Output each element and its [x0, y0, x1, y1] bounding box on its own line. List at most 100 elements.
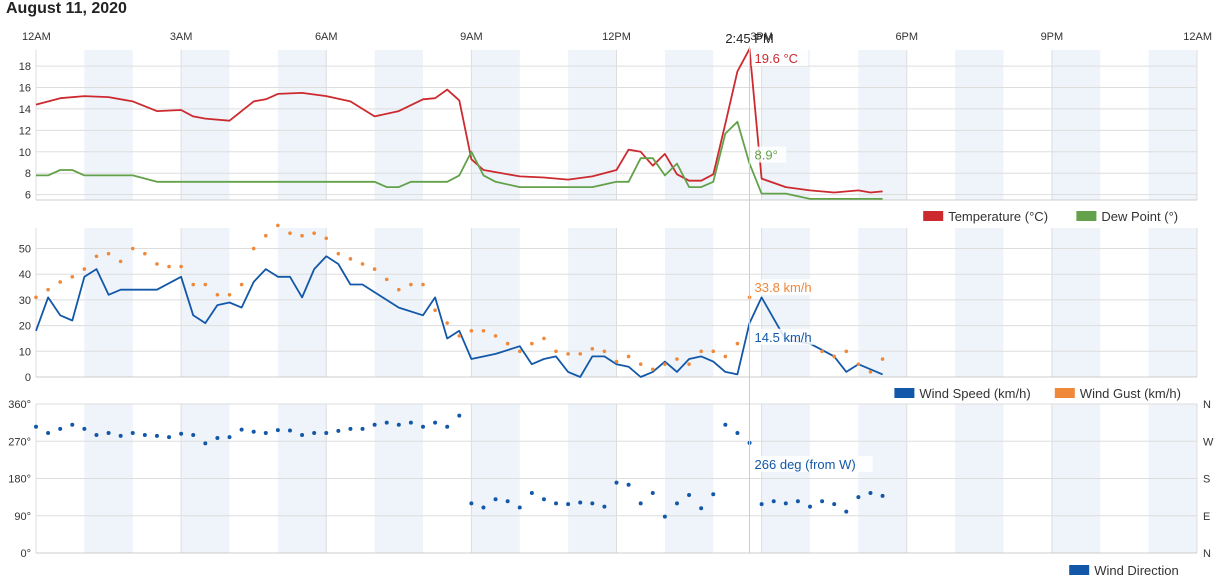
wind-gust-point[interactable]	[469, 328, 474, 333]
wind-direction-point[interactable]	[554, 501, 559, 506]
wind-gust-point[interactable]	[179, 264, 183, 269]
wind-direction-point[interactable]	[106, 430, 111, 435]
chart-marks[interactable]	[34, 48, 885, 519]
legend-swatch[interactable]	[1076, 211, 1097, 221]
wind-gust-point[interactable]	[70, 275, 75, 279]
wind-direction-point[interactable]	[263, 430, 268, 435]
temperature-line[interactable]	[35, 48, 883, 194]
wind-gust-point[interactable]	[348, 257, 353, 261]
wind-gust-point[interactable]	[46, 287, 50, 292]
wind-direction-point[interactable]	[602, 504, 607, 509]
wind-gust-point[interactable]	[687, 362, 691, 366]
wind-direction-point[interactable]	[433, 420, 438, 425]
wind-direction-point[interactable]	[275, 428, 280, 433]
wind-gust-point[interactable]	[82, 267, 87, 271]
wind-direction-point[interactable]	[626, 482, 631, 487]
wind-direction-point[interactable]	[529, 490, 534, 495]
wind-gust-point[interactable]	[58, 280, 62, 284]
wind-gust-point[interactable]	[517, 349, 522, 354]
wind-gust-point[interactable]	[638, 362, 643, 366]
wind-direction-point[interactable]	[578, 500, 583, 505]
wind-direction-point[interactable]	[481, 505, 486, 510]
wind-direction-point[interactable]	[215, 435, 220, 440]
wind-gust-point[interactable]	[614, 359, 619, 364]
wind-direction-point[interactable]	[167, 435, 172, 440]
wind-gust-point[interactable]	[227, 292, 232, 297]
wind-gust-point[interactable]	[300, 233, 304, 238]
wind-direction-point[interactable]	[868, 490, 873, 495]
wind-direction-point[interactable]	[759, 502, 764, 507]
wind-direction-point[interactable]	[445, 424, 450, 429]
wind-gust-point[interactable]	[675, 357, 679, 361]
wind-direction-point[interactable]	[699, 506, 704, 511]
wind-direction-point[interactable]	[795, 499, 800, 504]
wind-direction-point[interactable]	[179, 431, 184, 436]
wind-gust-point[interactable]	[554, 349, 558, 354]
wind-gust-point[interactable]	[215, 292, 220, 297]
wind-gust-point[interactable]	[106, 251, 111, 256]
wind-gust-point[interactable]	[239, 282, 244, 287]
wind-direction-point[interactable]	[324, 430, 329, 435]
wind-direction-point[interactable]	[396, 422, 401, 427]
wind-gust-point[interactable]	[130, 246, 135, 251]
wind-direction-point[interactable]	[723, 422, 728, 427]
wind-direction-point[interactable]	[469, 501, 474, 506]
wind-gust-point[interactable]	[155, 262, 159, 266]
wind-direction-point[interactable]	[118, 433, 123, 438]
wind-gust-point[interactable]	[868, 370, 873, 374]
wind-direction-point[interactable]	[650, 490, 655, 495]
wind-gust-point[interactable]	[324, 236, 329, 241]
wind-gust-point[interactable]	[372, 267, 377, 271]
wind-direction-point[interactable]	[783, 501, 788, 506]
wind-gust-point[interactable]	[530, 341, 534, 346]
wind-direction-point[interactable]	[154, 433, 159, 438]
wind-direction-point[interactable]	[832, 502, 837, 507]
wind-gust-point[interactable]	[251, 246, 256, 251]
wind-direction-point[interactable]	[614, 480, 619, 485]
wind-direction-point[interactable]	[856, 495, 861, 500]
wind-direction-point[interactable]	[34, 424, 38, 429]
wind-gust-point[interactable]	[626, 354, 631, 359]
wind-direction-point[interactable]	[300, 433, 305, 438]
wind-direction-point[interactable]	[541, 497, 546, 502]
wind-direction-point[interactable]	[820, 499, 825, 504]
wind-gust-point[interactable]	[167, 264, 171, 269]
wind-direction-point[interactable]	[662, 514, 667, 519]
wind-direction-point[interactable]	[336, 428, 341, 433]
wind-direction-point[interactable]	[408, 420, 413, 425]
dew-point-line[interactable]	[36, 120, 883, 200]
wind-gust-point[interactable]	[312, 231, 316, 235]
wind-direction-point[interactable]	[203, 441, 208, 446]
wind-direction-point[interactable]	[287, 428, 292, 433]
wind-gust-point[interactable]	[421, 282, 425, 287]
wind-gust-point[interactable]	[832, 354, 836, 359]
wind-direction-point[interactable]	[94, 433, 99, 438]
wind-direction-point[interactable]	[674, 501, 679, 506]
wind-gust-point[interactable]	[94, 254, 99, 259]
wind-direction-point[interactable]	[517, 505, 522, 510]
wind-direction-point[interactable]	[251, 429, 256, 434]
wind-gust-point[interactable]	[566, 352, 570, 356]
wind-gust-point[interactable]	[191, 282, 196, 287]
wind-gust-point[interactable]	[203, 282, 208, 287]
wind-direction-point[interactable]	[457, 413, 462, 418]
wind-direction-point[interactable]	[844, 509, 849, 514]
wind-direction-point[interactable]	[130, 430, 135, 435]
wind-direction-point[interactable]	[348, 426, 353, 431]
wind-direction-point[interactable]	[566, 502, 571, 507]
wind-speed-line[interactable]	[35, 255, 883, 378]
wind-direction-point[interactable]	[421, 424, 425, 429]
wind-direction-point[interactable]	[82, 426, 87, 431]
wind-direction-point[interactable]	[372, 422, 377, 427]
wind-gust-point[interactable]	[844, 349, 849, 354]
wind-gust-point[interactable]	[445, 321, 449, 325]
wind-gust-point[interactable]	[711, 349, 716, 354]
wind-gust-point[interactable]	[481, 328, 486, 333]
wind-gust-point[interactable]	[505, 341, 510, 346]
wind-direction-point[interactable]	[384, 420, 389, 425]
wind-gust-point[interactable]	[118, 259, 123, 264]
wind-direction-point[interactable]	[687, 493, 692, 498]
wind-direction-point[interactable]	[493, 497, 498, 502]
wind-gust-point[interactable]	[360, 262, 365, 266]
wind-gust-point[interactable]	[457, 334, 462, 338]
